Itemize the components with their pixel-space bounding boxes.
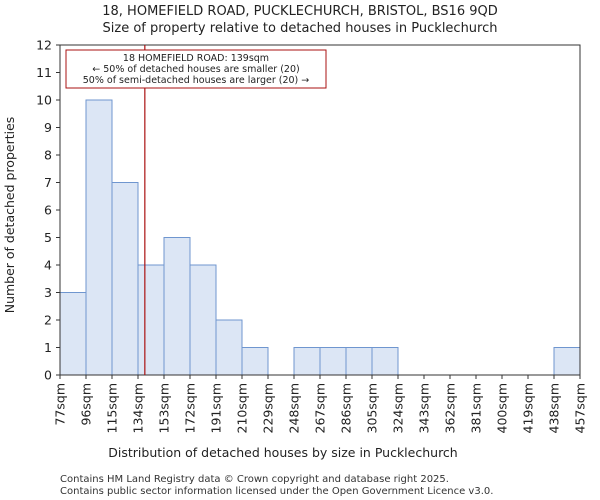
y-tick-label: 6 — [44, 203, 52, 218]
x-tick-label: 134sqm — [131, 383, 146, 433]
x-tick-label: 457sqm — [573, 383, 588, 433]
bar-172sqm — [189, 264, 217, 376]
plot-frame — [59, 44, 581, 376]
bar-134sqm — [137, 264, 165, 376]
x-tick-label: 324sqm — [391, 383, 406, 433]
x-tick-label: 400sqm — [495, 383, 510, 433]
x-axis-label: Distribution of detached houses by size … — [108, 445, 457, 460]
annotation-line-1: 18 HOMEFIELD ROAD: 139sqm — [123, 53, 269, 64]
x-tick-label: 419sqm — [521, 383, 536, 433]
x-tick-label: 77sqm — [53, 383, 68, 426]
x-tick-label: 305sqm — [365, 383, 380, 433]
x-tick-label: 248sqm — [287, 383, 302, 433]
bar-286sqm — [345, 347, 373, 376]
bar-210sqm — [241, 347, 269, 376]
y-tick-label: 4 — [44, 258, 52, 273]
x-tick-label: 343sqm — [417, 383, 432, 433]
chart-title: 18, HOMEFIELD ROAD, PUCKLECHURCH, BRISTO… — [102, 4, 498, 19]
bar-96sqm — [85, 99, 113, 376]
y-axis-label: Number of detached properties — [2, 117, 17, 314]
footer-line-1: Contains HM Land Registry data © Crown c… — [60, 474, 449, 485]
bar-115sqm — [111, 182, 139, 376]
x-tick-label: 191sqm — [209, 383, 224, 433]
annotation-line-2: ← 50% of detached houses are smaller (20… — [92, 64, 299, 75]
annotation-box: 18 HOMEFIELD ROAD: 139sqm ← 50% of detac… — [65, 49, 327, 89]
chart-subtitle: Size of property relative to detached ho… — [103, 21, 498, 36]
y-tick-label: 0 — [44, 368, 52, 383]
bars-group — [59, 99, 581, 376]
bar-191sqm — [215, 319, 243, 376]
x-tick-label: 172sqm — [183, 383, 198, 433]
x-tick-label: 229sqm — [261, 383, 276, 433]
x-tick-label: 362sqm — [443, 383, 458, 433]
y-tick-label: 2 — [44, 313, 52, 328]
y-tick-label: 9 — [44, 120, 52, 135]
x-tick-label: 115sqm — [105, 383, 120, 433]
y-tick-label: 3 — [44, 285, 52, 300]
bar-267sqm — [319, 347, 347, 376]
x-tick-label: 153sqm — [157, 383, 172, 433]
y-tick-label: 11 — [36, 65, 52, 80]
x-tick-label: 96sqm — [79, 383, 94, 426]
y-tick-label: 1 — [44, 340, 52, 355]
x-tick-label: 438sqm — [547, 383, 562, 433]
bar-305sqm — [371, 347, 399, 376]
x-tick-label: 210sqm — [235, 383, 250, 433]
bar-77sqm — [59, 292, 87, 376]
x-tick-label: 286sqm — [339, 383, 354, 433]
x-tick-label: 267sqm — [313, 383, 328, 433]
bar-153sqm — [163, 237, 191, 376]
y-tick-label: 12 — [36, 38, 52, 53]
y-tick-label: 7 — [44, 175, 52, 190]
footer-line-2: Contains public sector information licen… — [60, 486, 493, 497]
y-tick-label: 5 — [44, 230, 52, 245]
y-tick-label: 8 — [44, 148, 52, 163]
y-tick-label: 10 — [36, 93, 52, 108]
x-tick-label: 381sqm — [469, 383, 484, 433]
annotation-rect — [65, 49, 327, 89]
bar-248sqm — [293, 347, 321, 376]
x-ticks-group: 77sqm 96sqm 115sqm 134sqm 153sqm 172sqm 191sqm… — [53, 375, 588, 433]
annotation-line-3: 50% of semi-detached houses are larger (… — [83, 75, 310, 86]
bar-438sqm — [553, 347, 581, 376]
